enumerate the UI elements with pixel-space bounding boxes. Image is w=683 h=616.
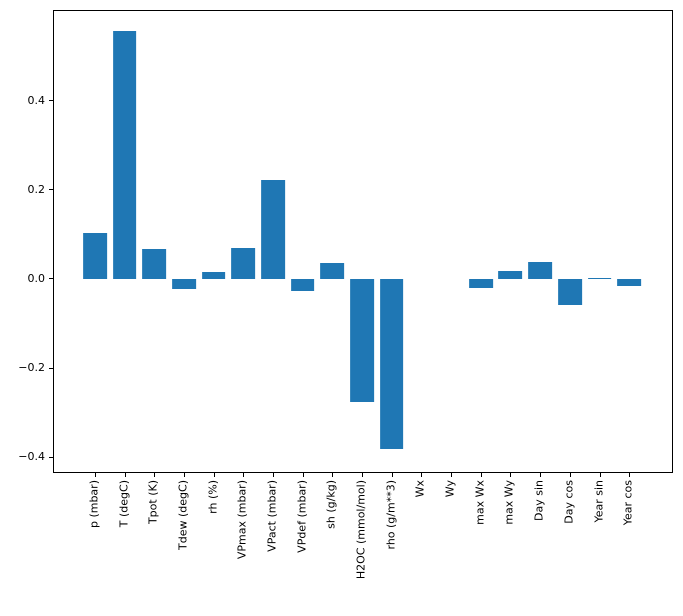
x-tick-label: max Wx (473, 480, 487, 525)
bar (261, 180, 285, 279)
x-tick-label: sh (g/kg) (325, 480, 339, 529)
bar-column: Year sin (585, 11, 615, 523)
x-tick-label: T (degC) (117, 480, 131, 528)
x-tick-mark (94, 473, 96, 477)
x-tick-mark (332, 473, 334, 477)
bar-column: Day cos (555, 11, 585, 524)
y-tick-mark (49, 278, 53, 280)
x-tick-label: p (mbar) (87, 480, 101, 529)
x-tick-mark (154, 473, 156, 477)
x-tick-mark (124, 473, 126, 477)
bar-column: VPmax (mbar) (228, 11, 258, 559)
bar (82, 233, 107, 279)
x-tick-mark (302, 473, 304, 477)
bar (587, 277, 612, 279)
bar-column: Wx (407, 11, 437, 497)
bar-column: T (degC) (110, 11, 140, 527)
bars-area: p (mbar) T (degC) Tpot (K) Tdew (degC) rh (%… (80, 11, 644, 579)
x-tick-label: Wy (443, 480, 457, 498)
x-tick-label: rh (%) (206, 480, 220, 514)
x-tick-mark (272, 473, 274, 477)
x-tick-mark (629, 473, 631, 477)
plot-area: 0.4 0.2 0.0 −0.2 −0.4 p (mbar) T (degC) Tpot (… (18, 10, 673, 579)
x-tick-label: max Wy (503, 480, 517, 525)
bar-column: max Wx (466, 11, 496, 525)
x-tick-label: Day sin (532, 480, 546, 521)
bar-column: max Wy (496, 11, 526, 525)
x-tick-mark (480, 473, 482, 477)
x-tick-mark (391, 473, 393, 477)
bar (617, 278, 642, 286)
x-tick-label: Year cos (621, 480, 635, 526)
bar-column: VPdef (mbar) (288, 11, 318, 553)
y-axis: 0.4 0.2 0.0 −0.2 −0.4 (18, 11, 672, 472)
x-tick-mark (243, 473, 245, 477)
bar-column: rh (%) (199, 11, 229, 514)
bar (557, 278, 582, 306)
bar-column: Wy (436, 11, 466, 497)
bar-column: H2OC (mmol/mol) (347, 11, 377, 579)
x-tick-label: Year sin (592, 480, 606, 523)
bar (350, 278, 374, 402)
bar-column: VPact (mbar) (258, 11, 288, 552)
y-tick-label: −0.2 (18, 361, 45, 375)
x-tick-mark (183, 473, 185, 477)
x-tick-mark (421, 473, 423, 477)
x-tick-label: Wx (414, 480, 428, 498)
bar-column: p (mbar) (80, 11, 110, 528)
y-tick-mark (49, 456, 53, 458)
bar (172, 278, 196, 289)
x-tick-label: VPact (mbar) (265, 480, 279, 552)
x-tick-mark (451, 473, 453, 477)
y-tick-label: 0.2 (27, 182, 46, 196)
bar (528, 262, 553, 279)
bar-column: Tpot (K) (139, 11, 169, 524)
bar-column: Day sin (525, 11, 555, 521)
x-tick-mark (540, 473, 542, 477)
bar (290, 278, 315, 291)
y-tick-mark (49, 367, 53, 369)
x-tick-label: Day cos (562, 480, 576, 524)
bar-column: rho (g/m**3) (377, 11, 407, 550)
bar (379, 278, 404, 450)
x-tick-mark (569, 473, 571, 477)
bar (142, 249, 167, 279)
x-tick-mark (510, 473, 512, 477)
x-tick-label: VPdef (mbar) (295, 480, 309, 553)
x-tick-mark (213, 473, 215, 477)
x-tick-label: H2OC (mmol/mol) (354, 480, 368, 580)
bar (498, 271, 523, 279)
y-tick-label: 0.4 (27, 93, 46, 107)
bar-column: Tdew (degC) (169, 11, 199, 550)
y-tick-mark (49, 189, 53, 191)
x-tick-label: Tpot (K) (146, 480, 160, 525)
bar (468, 278, 493, 289)
bar-column: sh (g/kg) (318, 11, 348, 529)
x-tick-label: rho (g/m**3) (384, 480, 398, 550)
x-tick-label: Tdew (degC) (176, 480, 190, 550)
y-tick-mark (49, 100, 53, 102)
x-tick-mark (362, 473, 364, 477)
bar (320, 263, 345, 279)
y-tick-label: −0.4 (18, 450, 45, 464)
bar (231, 247, 256, 279)
x-tick-label: VPmax (mbar) (235, 480, 249, 560)
y-tick-label: 0.0 (27, 271, 46, 285)
bar-column: Year cos (614, 11, 644, 525)
bar (112, 31, 137, 279)
x-tick-mark (599, 473, 601, 477)
bar (201, 272, 226, 279)
